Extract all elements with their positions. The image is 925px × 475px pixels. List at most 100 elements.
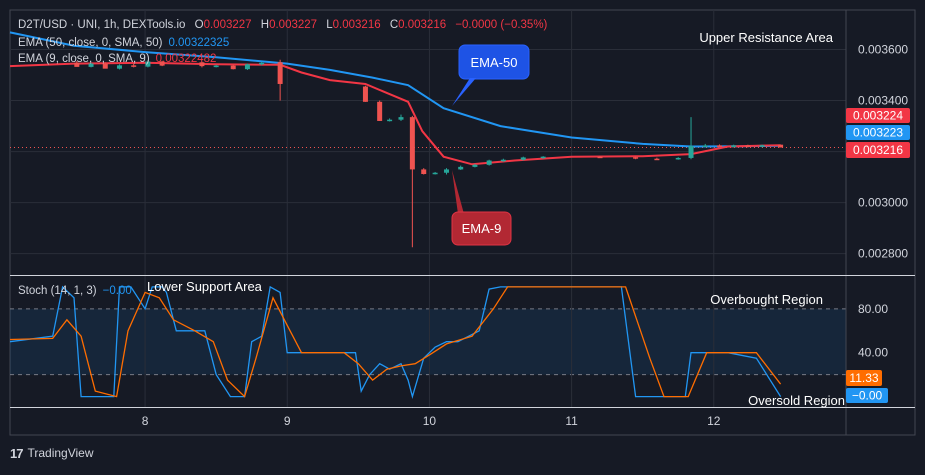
stoch-k-badge: 11.33 — [849, 371, 878, 385]
candle[interactable] — [145, 60, 151, 68]
candle[interactable] — [472, 163, 478, 168]
candle[interactable] — [702, 143, 708, 147]
candle[interactable] — [199, 61, 205, 68]
x-tick-label: 9 — [284, 414, 291, 428]
candle[interactable] — [633, 156, 639, 160]
candle[interactable] — [377, 100, 383, 121]
candles[interactable] — [74, 59, 784, 248]
tradingview-footer: 17 TradingView — [10, 444, 94, 462]
candle-body — [778, 144, 784, 148]
ema-lines — [9, 31, 781, 166]
y-tick-label: 0.003400 — [858, 94, 908, 108]
candle-body — [398, 117, 404, 120]
candle[interactable] — [675, 157, 681, 160]
tradingview-brand: TradingView — [27, 446, 94, 460]
legend-ema50[interactable]: EMA (50, close, 0, SMA, 50) 0.00322325 — [18, 37, 229, 49]
candle-body — [377, 101, 383, 121]
candle[interactable] — [716, 144, 722, 147]
legend-stoch[interactable]: Stoch (14, 1, 3) −0.00 — [18, 285, 132, 297]
candle-body — [159, 61, 165, 66]
candle[interactable] — [500, 158, 506, 162]
candle-body — [745, 145, 751, 147]
ema50-callout-pointer — [452, 78, 476, 106]
candle-body — [199, 62, 205, 67]
price-badge-1: 0.003224 — [853, 109, 903, 123]
candle-body — [675, 157, 681, 160]
candle[interactable] — [432, 171, 438, 175]
candle[interactable] — [486, 159, 492, 166]
price-badge-2: 0.003223 — [853, 126, 903, 140]
candle[interactable] — [778, 144, 784, 148]
legend-ema9[interactable]: EMA (9, close, 0, SMA, 9) 0.00322482 — [18, 53, 216, 65]
candle[interactable] — [745, 144, 751, 148]
candle[interactable] — [74, 61, 80, 67]
candle-body — [102, 63, 108, 69]
candle[interactable] — [277, 59, 283, 101]
candle[interactable] — [398, 114, 404, 121]
candle[interactable] — [244, 63, 250, 70]
stoch-series-d — [9, 286, 782, 398]
candle[interactable] — [421, 168, 427, 175]
candle-body — [116, 65, 122, 69]
candle[interactable] — [230, 64, 236, 70]
candle-body — [633, 157, 639, 159]
candle[interactable] — [159, 60, 165, 67]
candle-body — [520, 157, 526, 160]
price-badge-3-bg — [846, 142, 910, 158]
candle[interactable] — [387, 118, 393, 122]
price-badge-2-bg — [846, 125, 910, 140]
ema9-callout-pointer — [452, 170, 464, 214]
candle-body — [540, 156, 546, 159]
candle-body — [244, 64, 250, 70]
candle-body — [277, 62, 283, 84]
candle[interactable] — [88, 62, 94, 68]
overbought-label: Overbought Region — [710, 292, 823, 307]
lower-support-label: Lower Support Area — [147, 279, 263, 294]
candle[interactable] — [688, 117, 694, 160]
candle-body — [213, 65, 219, 68]
stoch-tick-label: 80.00 — [858, 302, 888, 316]
candle-body — [472, 164, 478, 167]
candle[interactable] — [759, 144, 765, 148]
stoch-d-badge: −0.00 — [852, 389, 883, 403]
stoch-k-badge-bg — [846, 370, 882, 386]
x-tick-label: 12 — [707, 414, 721, 428]
candle-body — [486, 160, 492, 165]
candle[interactable] — [102, 62, 108, 69]
candle-body — [432, 172, 438, 175]
candle[interactable] — [731, 144, 737, 148]
candle-body — [688, 145, 694, 158]
candle-body — [145, 61, 151, 67]
candle[interactable] — [654, 157, 660, 161]
candle[interactable] — [213, 64, 219, 68]
x-tick-label: 11 — [565, 414, 578, 428]
stoch-band-fill — [10, 308, 846, 375]
candle[interactable] — [131, 63, 137, 68]
candle[interactable] — [443, 168, 449, 175]
ema50-callout-box — [458, 44, 530, 80]
legend-pair: D2T/USD · UNI, 1h, DEXTools.io — [18, 19, 185, 31]
candle-body — [759, 145, 765, 147]
candle[interactable] — [409, 115, 415, 248]
ema50-callout: EMA-50 — [471, 55, 518, 70]
ema9-line — [9, 61, 781, 166]
candle-body — [131, 65, 137, 67]
candle-body — [88, 63, 94, 67]
ema50-line — [9, 31, 781, 148]
candle-body — [230, 65, 236, 70]
candle-body — [421, 169, 427, 175]
stoch-tick-label: 40.00 — [858, 346, 888, 360]
candle[interactable] — [362, 85, 368, 102]
candle-body — [387, 119, 393, 122]
candle[interactable] — [116, 64, 122, 70]
y-tick-label: 0.003000 — [858, 196, 908, 210]
candle[interactable] — [458, 165, 464, 170]
candle[interactable] — [597, 156, 603, 159]
candle[interactable] — [520, 156, 526, 161]
y-tick-label: 0.002800 — [858, 247, 908, 261]
candle-body — [597, 156, 603, 159]
candle[interactable] — [540, 156, 546, 159]
candle[interactable] — [259, 61, 265, 66]
